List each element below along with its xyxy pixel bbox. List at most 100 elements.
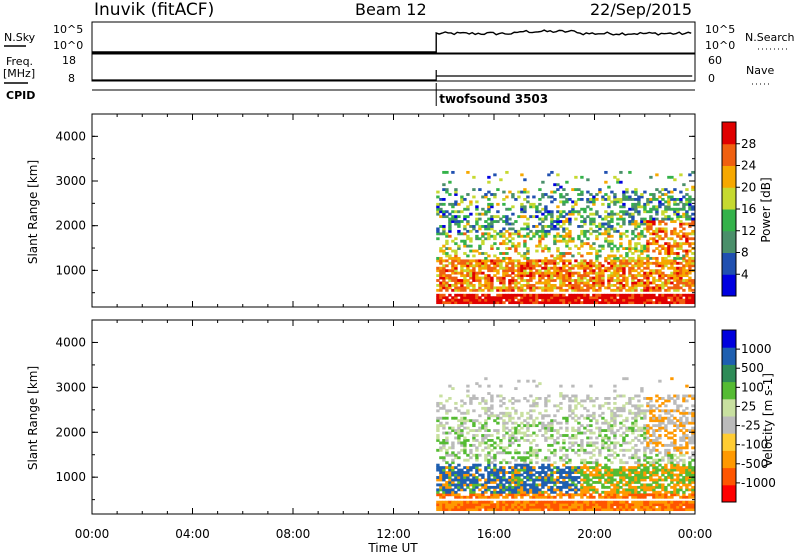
- velocity-cell: [526, 416, 530, 420]
- velocity-cell: [553, 461, 557, 465]
- velocity-cell: [622, 468, 626, 472]
- velocity-cell: [676, 480, 680, 484]
- power-cell: [520, 266, 524, 270]
- power-cell: [544, 274, 548, 278]
- velocity-cell: [604, 421, 608, 425]
- velocity-cell: [559, 448, 563, 452]
- power-cell: [460, 266, 464, 270]
- velocity-cell: [436, 490, 440, 494]
- power-cell: [556, 220, 560, 223]
- velocity-cell: [448, 463, 452, 467]
- power-cell: [664, 247, 668, 250]
- velocity-cell: [523, 468, 527, 472]
- power-cell: [661, 261, 665, 265]
- velocity-cell: [658, 508, 662, 512]
- power-cell: [454, 217, 458, 221]
- velocity-cell: [475, 382, 479, 386]
- velocity-cell: [532, 478, 536, 482]
- power-cell: [625, 298, 629, 302]
- power-cell: [664, 217, 668, 221]
- velocity-cell: [673, 401, 677, 405]
- power-cell: [445, 190, 449, 194]
- power-cell: [553, 190, 557, 194]
- power-cell: [667, 217, 671, 221]
- velocity-cell: [541, 495, 545, 499]
- velocity-cell: [538, 397, 542, 400]
- power-cell: [601, 296, 605, 300]
- velocity-cell: [484, 401, 488, 405]
- power-cell: [634, 296, 638, 300]
- nsky-panel-frame: [91, 21, 696, 54]
- velocity-cell: [676, 505, 680, 509]
- power-cell: [448, 279, 452, 282]
- power-cell: [541, 249, 545, 253]
- power-cell: [637, 225, 641, 228]
- power-cell: [517, 252, 521, 255]
- velocity-cell: [472, 397, 476, 400]
- velocity-cell: [643, 503, 647, 507]
- power-cell: [622, 212, 626, 216]
- velocity-cell: [640, 485, 644, 489]
- power-cell: [610, 210, 614, 214]
- velocity-cell: [571, 429, 575, 432]
- power-cell: [547, 195, 551, 199]
- velocity-cell: [526, 468, 530, 472]
- velocity-cell: [643, 476, 647, 479]
- power-cell: [472, 274, 476, 278]
- power-cell: [490, 266, 494, 270]
- velocity-cell: [580, 446, 584, 450]
- velocity-cell: [655, 468, 659, 472]
- power-cell: [580, 281, 584, 285]
- velocity-cell: [601, 508, 605, 512]
- velocity-cell: [667, 483, 671, 487]
- velocity-cell: [475, 453, 479, 457]
- power-cell: [643, 202, 647, 206]
- velocity-cell: [652, 485, 656, 489]
- velocity-cell: [655, 406, 659, 410]
- power-cell: [619, 237, 623, 241]
- velocity-cell: [475, 468, 479, 472]
- velocity-cell: [580, 500, 584, 504]
- power-cell: [616, 229, 620, 233]
- velocity-cell: [472, 488, 476, 492]
- power-cell: [508, 190, 512, 194]
- velocity-cell: [523, 451, 527, 455]
- power-cell: [646, 301, 650, 305]
- velocity-cell: [472, 473, 476, 477]
- power-cell: [490, 276, 494, 280]
- power-cell: [673, 274, 677, 278]
- velocity-cell: [544, 476, 548, 479]
- velocity-cell: [625, 468, 629, 472]
- power-cell: [640, 261, 644, 265]
- velocity-cell: [655, 503, 659, 507]
- velocity-cell: [466, 419, 470, 423]
- velocity-cell: [613, 495, 617, 499]
- power-cell: [631, 276, 635, 280]
- velocity-cell: [634, 493, 638, 497]
- velocity-cell: [448, 500, 452, 504]
- power-cell: [604, 298, 608, 302]
- velocity-cell: [649, 419, 653, 423]
- power-cell: [640, 244, 644, 248]
- power-cell: [448, 234, 452, 238]
- power-cell: [541, 193, 545, 196]
- power-cell: [508, 298, 512, 302]
- velocity-cell: [523, 500, 527, 504]
- velocity-cell: [610, 480, 614, 484]
- power-cell: [493, 220, 497, 223]
- velocity-cell: [526, 505, 530, 509]
- power-cell: [583, 217, 587, 221]
- power-cell: [676, 266, 680, 270]
- power-cell: [568, 274, 572, 278]
- power-cell: [691, 188, 695, 192]
- velocity-cell: [592, 490, 596, 494]
- velocity-cell: [556, 508, 560, 512]
- velocity-cell: [457, 476, 461, 479]
- velocity-cell: [691, 485, 695, 489]
- velocity-cell: [676, 488, 680, 492]
- velocity-cell: [649, 476, 653, 479]
- power-cell: [568, 293, 572, 297]
- velocity-cell: [505, 493, 509, 497]
- velocity-cell: [436, 419, 440, 423]
- power-cell: [541, 261, 545, 265]
